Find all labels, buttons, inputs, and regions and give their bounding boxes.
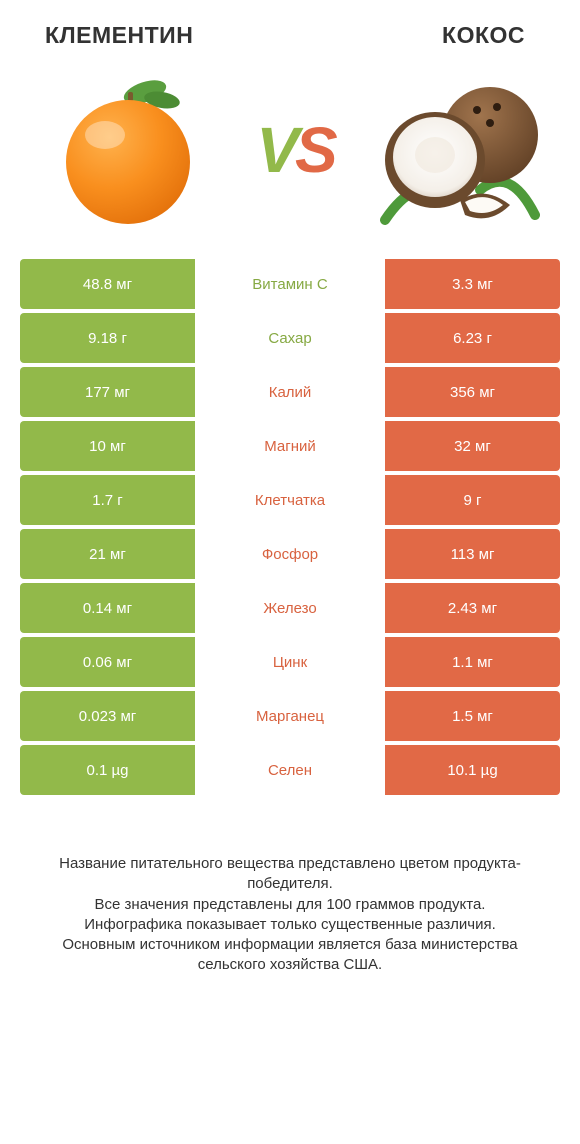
- footer-notes: Название питательного вещества представл…: [0, 799, 580, 976]
- clementine-image: [45, 65, 215, 235]
- value-right: 1.5 мг: [385, 691, 560, 741]
- value-right: 2.43 мг: [385, 583, 560, 633]
- title-right: КОКОС: [442, 22, 525, 49]
- footer-line: Основным источником информации является …: [30, 935, 550, 976]
- table-row: 0.1 µgСелен10.1 µg: [20, 745, 560, 795]
- value-right: 356 мг: [385, 367, 560, 417]
- value-right: 10.1 µg: [385, 745, 560, 795]
- hero-row: VS: [0, 59, 580, 259]
- coconut-image: [375, 65, 545, 235]
- table-row: 9.18 гСахар6.23 г: [20, 313, 560, 363]
- value-left: 9.18 г: [20, 313, 195, 363]
- value-left: 177 мг: [20, 367, 195, 417]
- value-right: 6.23 г: [385, 313, 560, 363]
- value-left: 0.06 мг: [20, 637, 195, 687]
- value-left: 48.8 мг: [20, 259, 195, 309]
- value-left: 0.023 мг: [20, 691, 195, 741]
- vs-v: V: [256, 114, 295, 186]
- nutrient-label: Витамин C: [195, 259, 385, 309]
- value-right: 3.3 мг: [385, 259, 560, 309]
- table-row: 1.7 гКлетчатка9 г: [20, 475, 560, 525]
- nutrient-label: Калий: [195, 367, 385, 417]
- table-row: 0.023 мгМарганец1.5 мг: [20, 691, 560, 741]
- table-row: 48.8 мгВитамин C3.3 мг: [20, 259, 560, 309]
- nutrient-label: Фосфор: [195, 529, 385, 579]
- value-left: 21 мг: [20, 529, 195, 579]
- table-row: 0.06 мгЦинк1.1 мг: [20, 637, 560, 687]
- nutrient-label: Марганец: [195, 691, 385, 741]
- table-row: 177 мгКалий356 мг: [20, 367, 560, 417]
- value-right: 32 мг: [385, 421, 560, 471]
- nutrient-label: Железо: [195, 583, 385, 633]
- footer-line: Все значения представлены для 100 граммо…: [30, 895, 550, 915]
- value-left: 1.7 г: [20, 475, 195, 525]
- value-left: 0.1 µg: [20, 745, 195, 795]
- table-row: 10 мгМагний32 мг: [20, 421, 560, 471]
- vs-label: VS: [256, 113, 333, 187]
- footer-line: Инфографика показывает только существенн…: [30, 915, 550, 935]
- comparison-table: 48.8 мгВитамин C3.3 мг9.18 гСахар6.23 г1…: [0, 259, 580, 795]
- nutrient-label: Клетчатка: [195, 475, 385, 525]
- vs-s: S: [295, 114, 334, 186]
- value-right: 113 мг: [385, 529, 560, 579]
- title-left: КЛЕМЕНТИН: [45, 22, 193, 49]
- table-row: 21 мгФосфор113 мг: [20, 529, 560, 579]
- nutrient-label: Селен: [195, 745, 385, 795]
- value-left: 10 мг: [20, 421, 195, 471]
- nutrient-label: Магний: [195, 421, 385, 471]
- value-right: 1.1 мг: [385, 637, 560, 687]
- header: КЛЕМЕНТИН КОКОС: [0, 0, 580, 59]
- nutrient-label: Сахар: [195, 313, 385, 363]
- value-left: 0.14 мг: [20, 583, 195, 633]
- value-right: 9 г: [385, 475, 560, 525]
- nutrient-label: Цинк: [195, 637, 385, 687]
- footer-line: Название питательного вещества представл…: [30, 854, 550, 895]
- table-row: 0.14 мгЖелезо2.43 мг: [20, 583, 560, 633]
